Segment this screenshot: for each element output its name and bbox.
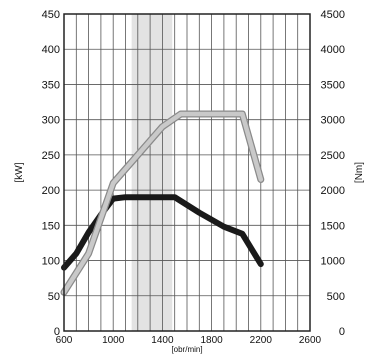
left-axis-ticks: 0 50 100 150 200 250 300 350 400 450	[42, 9, 60, 338]
x-tick-label: 600	[56, 335, 73, 346]
y-right-tick-label: 2000	[321, 185, 345, 197]
y-right-tick-label: 3000	[321, 115, 345, 127]
x-axis-title: [obr/min]	[171, 345, 202, 354]
y-left-tick-label: 50	[48, 291, 60, 303]
x-tick-label: 1800	[200, 335, 223, 346]
vertical-gridlines	[75, 14, 299, 331]
plot-frame	[63, 13, 311, 332]
y-left-tick-label: 400	[42, 44, 60, 56]
torque-line	[61, 111, 264, 295]
y-right-tick-label: 2500	[321, 150, 345, 162]
series-layer	[60, 110, 265, 296]
right-axis-ticks: 0 500 1000 1500 2000 2500 3000 3500 4000 4500	[321, 9, 345, 338]
x-tick-label: 2200	[250, 335, 273, 346]
y-left-tick-label: 350	[42, 79, 60, 91]
x-axis-ticks: 600 1000 1400 1800 2200 2600	[56, 335, 322, 346]
y-right-tick-label: 4500	[321, 9, 345, 21]
highlight-band	[131, 14, 173, 331]
y-left-axis-title: [kW]	[14, 162, 25, 182]
x-tick-label: 1400	[151, 335, 174, 346]
y-left-tick-label: 100	[42, 256, 60, 268]
y-right-tick-label: 1500	[321, 220, 345, 232]
y-right-tick-label: 1000	[321, 256, 345, 268]
y-right-tick-label: 3500	[321, 79, 345, 91]
y-right-tick-label: 4000	[321, 44, 345, 56]
y-right-axis-title: [Nm]	[354, 162, 365, 183]
y-right-tick-label: 500	[327, 291, 345, 303]
y-right-tick-label: 0	[339, 326, 345, 338]
x-tick-label: 2600	[299, 335, 322, 346]
horizontal-gridlines	[64, 48, 310, 297]
y-left-tick-label: 0	[54, 326, 60, 338]
y-left-tick-label: 300	[42, 115, 60, 127]
y-left-tick-label: 450	[42, 9, 60, 21]
y-left-tick-label: 150	[42, 220, 60, 232]
y-left-tick-label: 250	[42, 150, 60, 162]
power-line	[61, 194, 264, 271]
x-tick-label: 1000	[102, 335, 125, 346]
y-left-tick-label: 200	[42, 185, 60, 197]
